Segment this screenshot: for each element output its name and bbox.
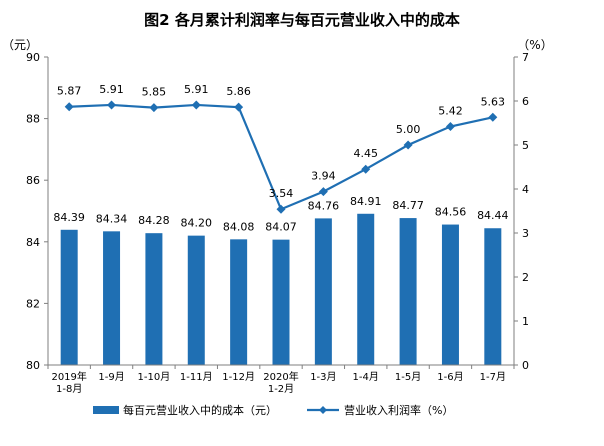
- legend-bar-swatch: [93, 406, 119, 414]
- line-value-label: 5.91: [184, 83, 209, 96]
- line-value-label: 3.54: [269, 187, 294, 200]
- line-value-label: 5.86: [226, 85, 251, 98]
- line-value-label: 5.87: [57, 85, 82, 98]
- bar-value-label: 84.56: [435, 206, 467, 219]
- bar: [272, 239, 290, 365]
- left-axis-unit: （元）: [2, 38, 38, 52]
- line-point: [488, 112, 498, 122]
- bar-value-label: 84.34: [96, 212, 128, 225]
- bar-value-label: 84.28: [138, 214, 170, 227]
- bar-value-label: 84.08: [223, 220, 255, 233]
- x-axis-tick-label: 1-6月: [437, 371, 463, 383]
- bar-value-label: 84.39: [53, 211, 85, 224]
- x-axis-tick-label: 1-12月: [222, 371, 255, 383]
- line-series: 5.87 5.91 5.85 5.91 5.86 3.54 3.94 4.45 5.00 5.42…: [57, 83, 505, 214]
- bar-value-label: 84.07: [265, 221, 297, 234]
- line-point: [149, 103, 159, 113]
- right-axis-tick-label: 6: [522, 95, 529, 108]
- left-axis-tick-label: 80: [26, 359, 40, 372]
- right-axis-tick-label: 3: [522, 227, 529, 240]
- line-value-label: 4.45: [353, 147, 378, 160]
- line-point: [234, 102, 244, 112]
- right-axis-tick-label: 1: [522, 315, 529, 328]
- left-axis-tick-label: 84: [26, 236, 40, 249]
- x-axis-tick-label: 1-10月: [138, 371, 171, 383]
- line-point: [361, 164, 371, 174]
- x-axis-tick-label: 2020年 1-2月: [263, 370, 298, 395]
- bar: [484, 228, 502, 365]
- legend: 每百元营业收入中的成本（元） 营业收入利润率（%）: [93, 403, 453, 417]
- left-axis-tick-label: 82: [26, 297, 40, 310]
- chart-title: 图2 各月累计利润率与每百元营业收入中的成本: [144, 11, 460, 29]
- line-point: [107, 100, 117, 110]
- left-axis-tick-label: 90: [26, 51, 40, 64]
- bar-value-label: 84.91: [350, 195, 382, 208]
- x-axis-tick-label: 2019年 1-8月: [51, 370, 86, 395]
- right-axis-tick-label: 2: [522, 271, 529, 284]
- line-value-label: 5.63: [481, 95, 506, 108]
- left-axis-tick-label: 88: [26, 113, 40, 126]
- bar-value-label: 84.76: [308, 199, 340, 212]
- bar-value-label: 84.44: [477, 209, 509, 222]
- right-axis-unit: （%）: [517, 38, 552, 52]
- line-point: [64, 102, 74, 112]
- bar: [145, 233, 163, 365]
- bar-value-label: 84.77: [392, 199, 424, 212]
- legend-bar-label: 每百元营业收入中的成本（元）: [123, 403, 277, 417]
- line-value-label: 5.42: [438, 105, 463, 118]
- x-axis-tick-label: 1-7月: [480, 371, 506, 383]
- line-point: [191, 100, 201, 110]
- line-value-label: 5.85: [142, 86, 167, 99]
- left-axis-tick-label: 86: [26, 174, 40, 187]
- x-axis-tick-label: 1-3月: [310, 371, 336, 383]
- bar: [103, 231, 121, 365]
- bar-series: 84.39 84.34 84.28 84.20 84.08 84.07 84.76 84.91…: [53, 195, 509, 365]
- line-value-label: 3.94: [311, 170, 336, 183]
- line-point: [276, 204, 286, 214]
- bar: [399, 218, 417, 365]
- bar: [230, 239, 248, 365]
- right-axis-tick-label: 5: [522, 139, 529, 152]
- x-axis-tick-label: 1-9月: [98, 371, 124, 383]
- right-axis-tick-label: 7: [522, 51, 529, 64]
- bar: [314, 218, 332, 365]
- bar: [441, 224, 459, 365]
- bar: [357, 213, 375, 365]
- line-value-label: 5.91: [99, 83, 124, 96]
- x-axis-tick-label: 1-4月: [353, 371, 379, 383]
- x-axis-tick-label: 1-11月: [180, 371, 213, 383]
- line-value-label: 5.00: [396, 123, 421, 136]
- line-point: [318, 187, 328, 197]
- legend-line-marker: [319, 406, 327, 414]
- legend-line-label: 营业收入利润率（%）: [344, 403, 453, 417]
- bar: [60, 229, 78, 365]
- right-axis-tick-label: 0: [522, 359, 529, 372]
- x-axis-tick-label: 1-5月: [395, 371, 421, 383]
- line-point: [403, 140, 413, 150]
- axes: 80 82 84 86 88 90 0 1 2 3 4 5 6 7 2019年 1-8月 1-9月 1-10月 1-…: [26, 51, 529, 395]
- line-point: [445, 122, 455, 132]
- right-axis-tick-label: 4: [522, 183, 529, 196]
- bar-value-label: 84.20: [181, 217, 213, 230]
- bar: [187, 235, 205, 365]
